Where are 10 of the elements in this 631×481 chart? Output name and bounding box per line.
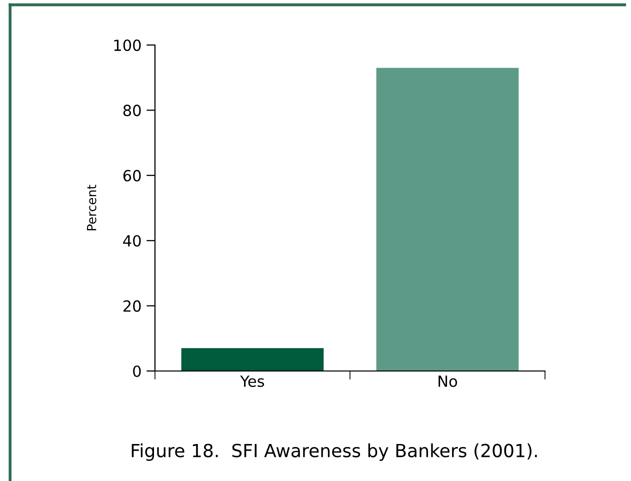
- y-axis-title: Percent: [87, 184, 96, 230]
- x-tick-label: No: [438, 376, 458, 387]
- y-tick-label: 60: [123, 170, 141, 182]
- y-tick-label: 0: [133, 365, 141, 378]
- y-tick-label: 20: [123, 300, 141, 312]
- x-tick-label: Yes: [240, 376, 264, 387]
- y-tick-label: 80: [123, 104, 141, 116]
- y-tick-label: 100: [114, 39, 141, 52]
- text: Figure 18. SFI Awareness by Bankers (2001).: [132, 443, 537, 461]
- y-tick-label: 40: [123, 235, 141, 247]
